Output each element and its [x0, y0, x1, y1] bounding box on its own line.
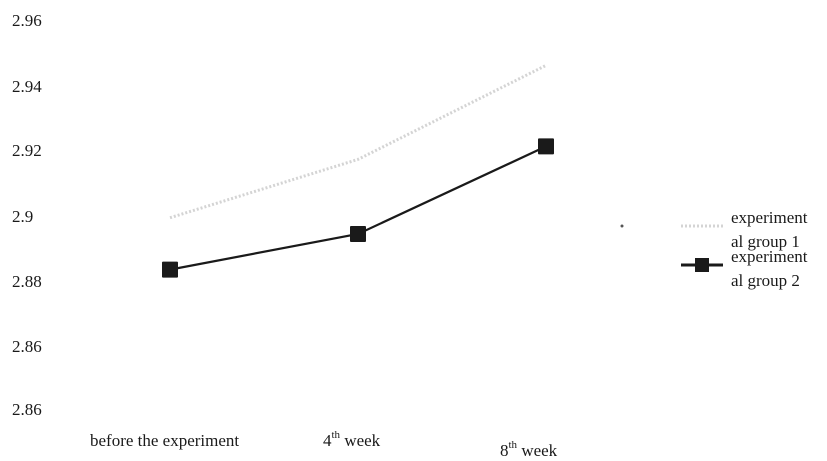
series-line-2 — [169, 145, 547, 271]
y-tick-label: 2.86 — [12, 400, 42, 419]
legend-label: experiment — [731, 247, 808, 266]
artifact-dot — [620, 224, 624, 228]
y-tick-label: 2.96 — [12, 11, 42, 30]
legend-marker — [695, 258, 709, 272]
x-category-label: before the experiment — [90, 431, 239, 450]
y-tick-label: 2.88 — [12, 272, 42, 291]
data-point-marker — [350, 225, 366, 242]
legend-label: experiment — [731, 208, 808, 227]
legend-label: al group 2 — [731, 271, 800, 290]
x-category-label: 8th week — [500, 439, 558, 460]
y-tick-label: 2.9 — [12, 207, 33, 226]
x-category-label: 4th week — [323, 429, 381, 450]
y-tick-label: 2.92 — [12, 141, 42, 160]
y-tick-label: 2.94 — [12, 77, 42, 96]
series-line-1 — [169, 64, 547, 220]
legend-label: al group 1 — [731, 232, 800, 251]
data-point-marker — [538, 138, 554, 155]
y-tick-label: 2.86 — [12, 337, 42, 356]
y-axis-tick-labels: 2.96 2.94 2.92 2.9 2.88 2.86 2.86 — [12, 11, 42, 419]
x-axis-category-labels: before the experiment 4th week 8th week — [90, 429, 558, 460]
series-layer — [162, 64, 554, 278]
data-point-marker — [162, 261, 178, 278]
